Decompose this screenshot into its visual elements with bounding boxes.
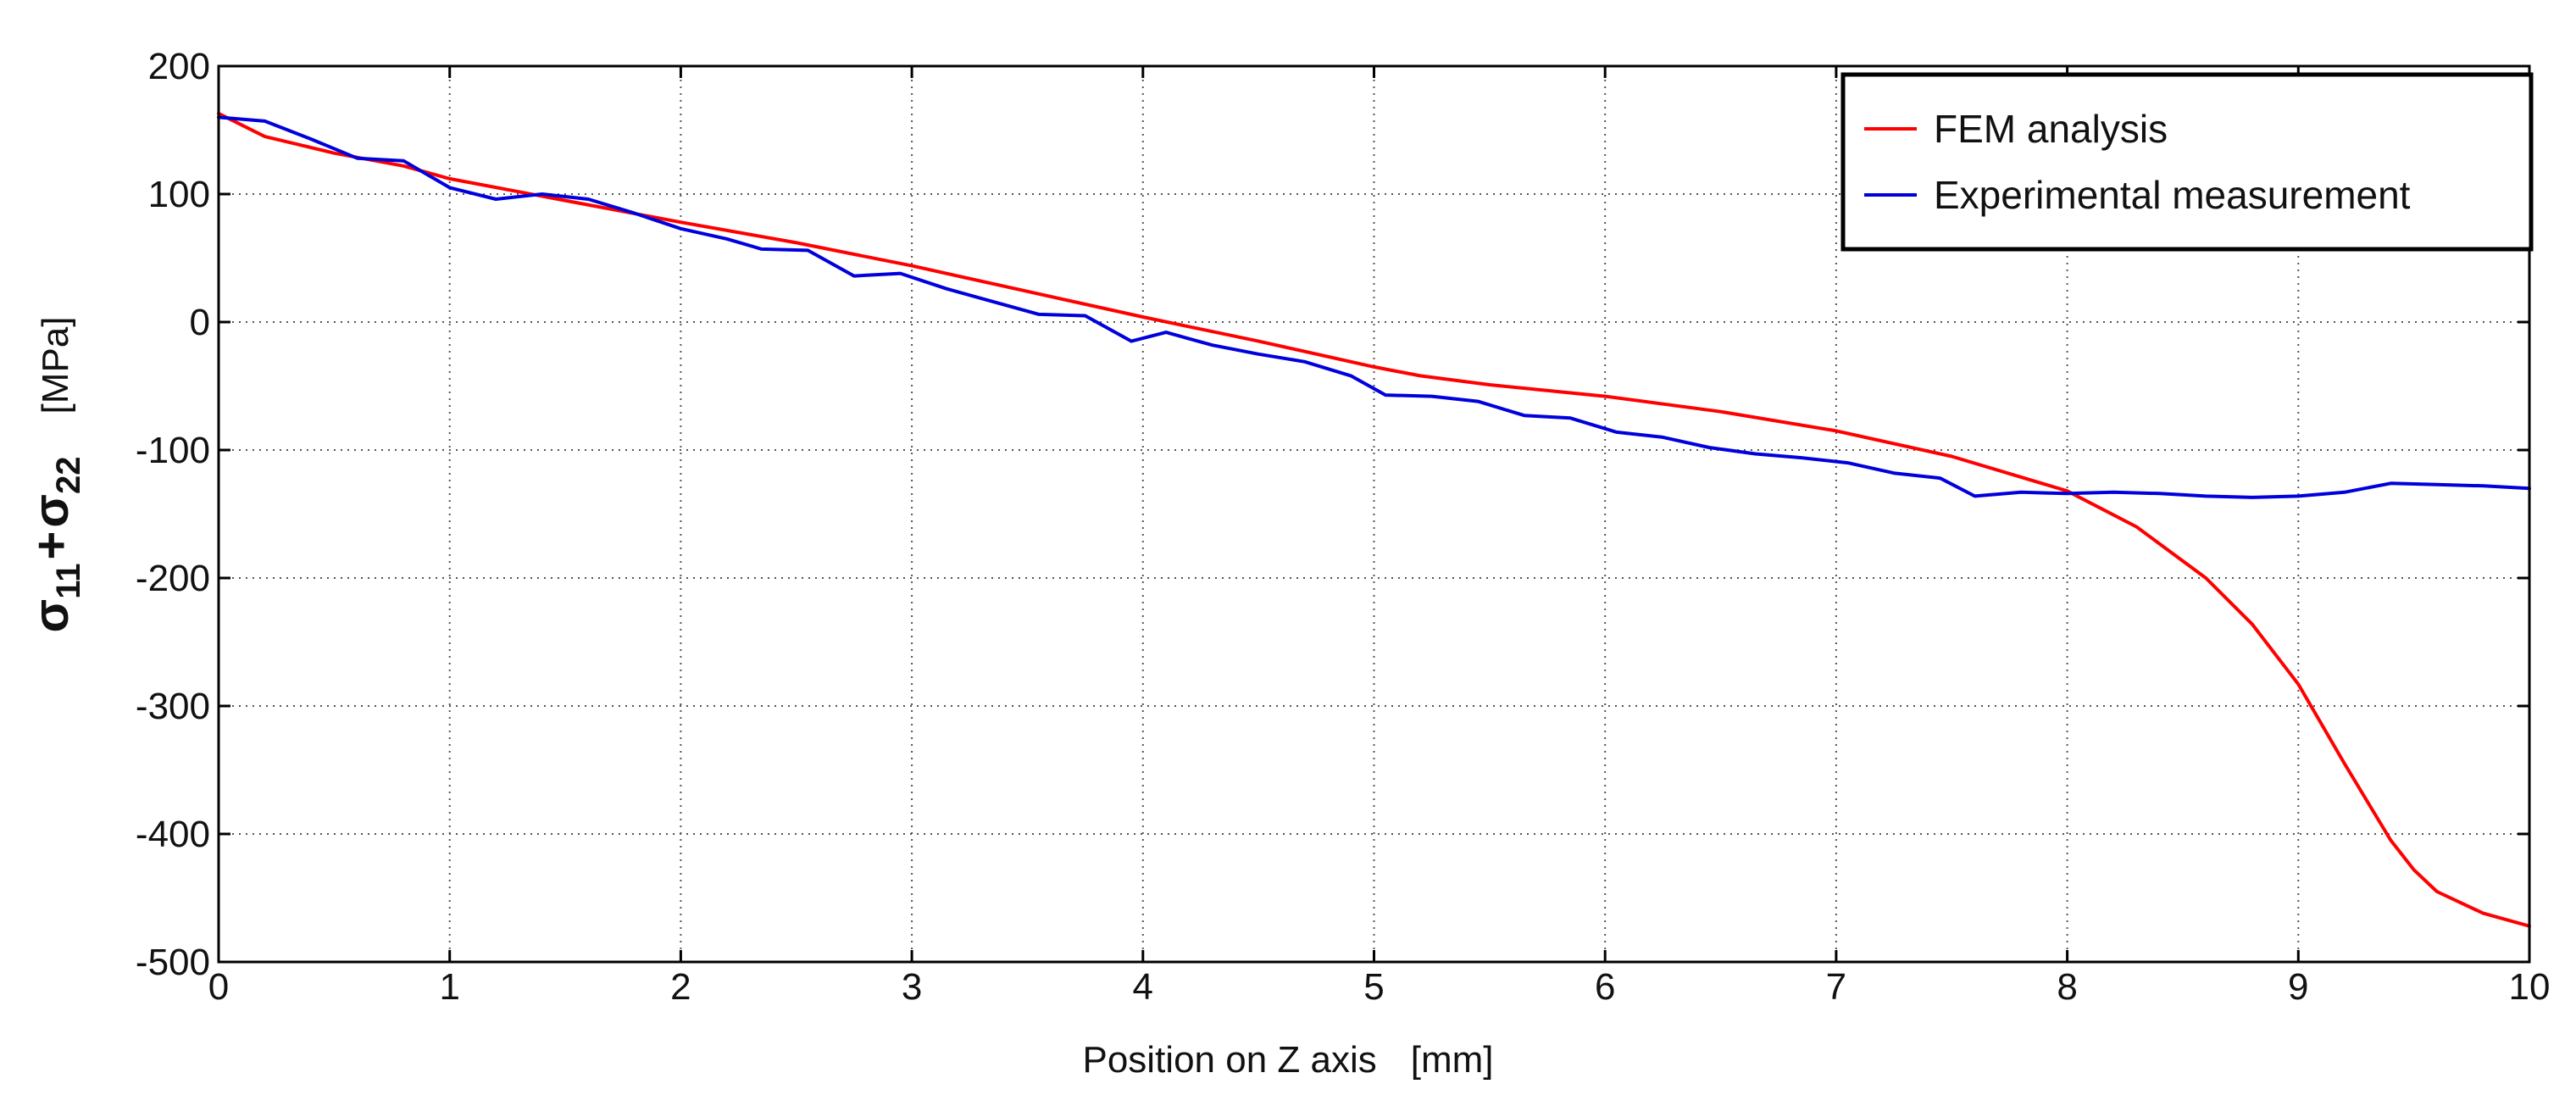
x-tick-label: 7 <box>1826 966 1846 1008</box>
y-tick-label: -500 <box>136 942 210 983</box>
y-label-sigma-2: σ <box>24 494 79 528</box>
y-tick-labels: 200 100 0 -100 -200 -300 -400 -500 <box>136 46 210 983</box>
x-axis-label: Position on Z axis [mm] <box>1082 1039 1493 1081</box>
x-tick-label: 3 <box>902 966 922 1008</box>
y-tick-label: -100 <box>136 430 210 471</box>
x-tick-label: 5 <box>1363 966 1384 1008</box>
x-tick-label: 8 <box>2057 966 2077 1008</box>
y-tick-label: 200 <box>148 46 210 87</box>
x-tick-labels: 0 1 2 3 4 5 6 7 8 9 10 <box>208 966 2551 1008</box>
x-tick-label: 6 <box>1595 966 1615 1008</box>
x-tick-label: 9 <box>2288 966 2308 1008</box>
y-label-plus: + <box>24 531 79 560</box>
y-tick-label: 100 <box>148 174 210 215</box>
y-tick-label: -400 <box>136 814 210 855</box>
y-label-sigma-1: σ <box>24 599 79 633</box>
x-tick-label: 4 <box>1133 966 1153 1008</box>
x-tick-label: 1 <box>439 966 459 1008</box>
x-axis-label-text: Position on Z axis <box>1082 1039 1376 1081</box>
legend-box <box>1840 72 2534 252</box>
plot-frame <box>217 64 2531 964</box>
x-axis-label-unit: [mm] <box>1411 1039 1494 1081</box>
y-tick-label: 0 <box>190 302 210 343</box>
legend: FEM analysis Experimental measurement <box>1840 72 2534 252</box>
svg-text:σ11+σ22[MPa]: σ11+σ22[MPa] <box>24 317 87 633</box>
y-tick-label: -300 <box>136 686 210 727</box>
x-tick-label: 2 <box>670 966 691 1008</box>
legend-label-experimental: Experimental measurement <box>1934 173 2411 217</box>
y-label-unit: [MPa] <box>35 317 76 414</box>
x-tick-label: 0 <box>208 966 229 1008</box>
legend-label-fem: FEM analysis <box>1934 107 2168 151</box>
series-line-fem <box>217 111 2531 928</box>
series-line-experimental <box>217 115 2531 499</box>
series-lines <box>217 111 2531 928</box>
y-label-sub-11: 11 <box>50 564 87 599</box>
y-tick-label: -200 <box>136 558 210 599</box>
y-label-sub-22: 22 <box>50 456 87 494</box>
x-tick-label: 10 <box>2509 966 2551 1008</box>
y-axis-label: σ11+σ22[MPa] <box>24 317 87 633</box>
